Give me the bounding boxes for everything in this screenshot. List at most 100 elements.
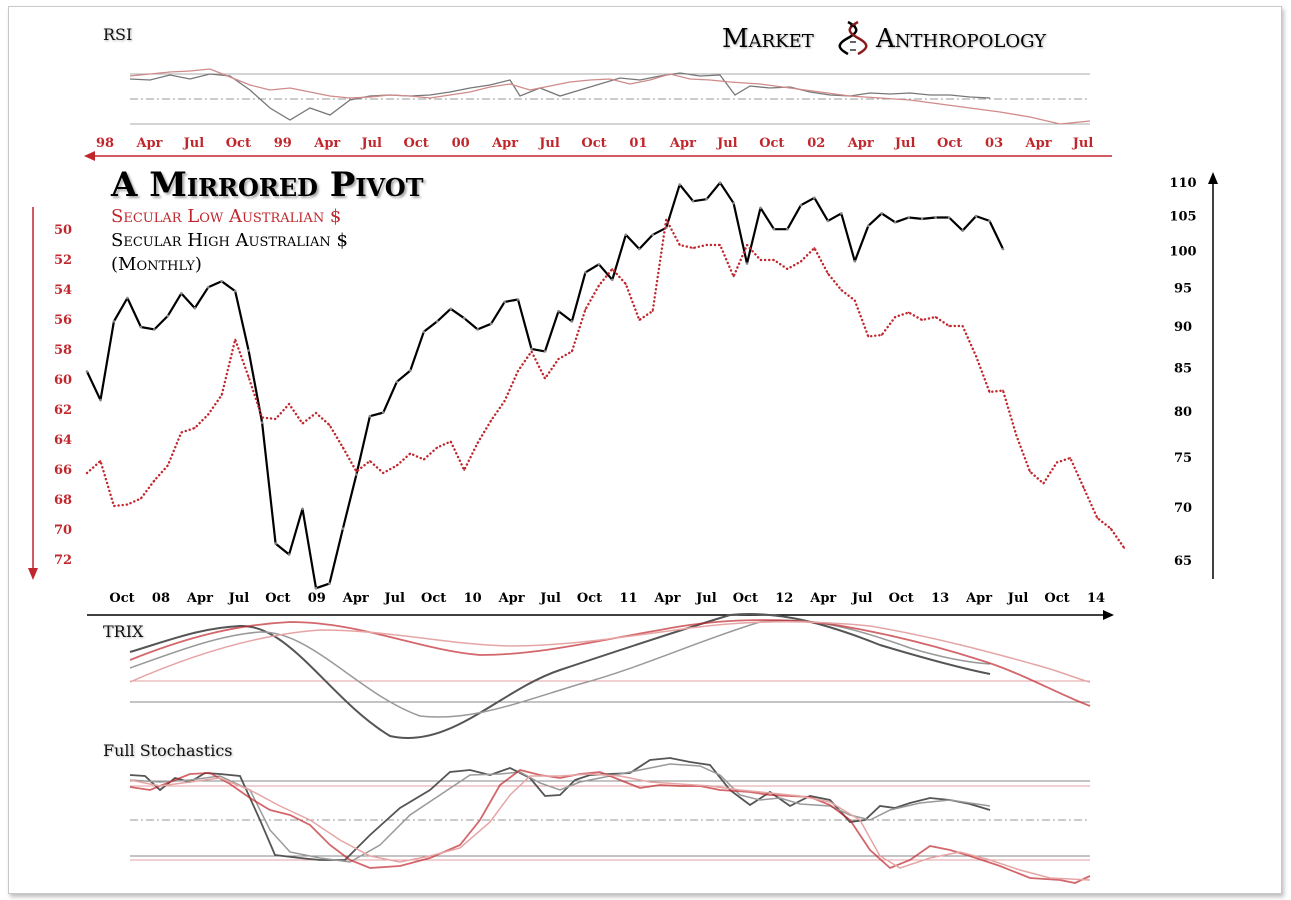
- series-point: [476, 442, 479, 444]
- right-value-axis: 110 105 100 95 90 85 80 75 70 65: [1169, 172, 1218, 579]
- series-point: [894, 316, 897, 318]
- stochastics-label: Full Stochastics: [103, 741, 232, 760]
- right-arrow-icon: [1103, 610, 1114, 620]
- left-value-axis: 50 52 54 56 58 60 62 64 66 68 70 72: [28, 207, 72, 580]
- series-point: [153, 479, 156, 482]
- series-point: [463, 469, 466, 471]
- series-point: [975, 355, 977, 357]
- series-point: [1123, 547, 1126, 549]
- series-point: [422, 458, 425, 461]
- series-point: [355, 473, 358, 476]
- top-axis-tick-label: Apr: [1025, 136, 1052, 151]
- series-point: [315, 412, 317, 414]
- left-axis-tick-label: 64: [54, 433, 72, 448]
- bottom-axis-tick-label: Oct: [577, 591, 602, 606]
- series-point: [786, 268, 789, 270]
- series-point: [409, 452, 412, 455]
- series-point: [193, 306, 197, 310]
- series-point: [920, 217, 924, 221]
- bottom-axis-tick-label: 10: [464, 591, 482, 606]
- series-point: [557, 309, 560, 313]
- trix-panel: TRIX: [103, 613, 1091, 739]
- series-point: [571, 350, 573, 353]
- right-axis-tick-label: 105: [1169, 209, 1196, 224]
- series-point: [988, 219, 991, 223]
- series-point: [342, 446, 344, 449]
- series-point: [813, 196, 816, 200]
- top-axis-tick-label: 03: [985, 136, 1003, 151]
- dna-helix-icon: [838, 20, 868, 56]
- series-point: [274, 542, 277, 545]
- left-axis-tick-label: 62: [54, 403, 72, 418]
- series-point: [651, 233, 654, 237]
- series-point: [543, 350, 547, 353]
- right-axis-tick-label: 100: [1169, 244, 1196, 259]
- left-axis-tick-label: 70: [54, 523, 72, 538]
- brand-text-left: Market: [722, 24, 814, 54]
- top-axis-tick-label: Jul: [894, 136, 916, 151]
- left-axis-tick-label: 58: [54, 343, 72, 358]
- series-point: [597, 263, 601, 266]
- series-point: [732, 201, 735, 205]
- series-point: [382, 472, 385, 474]
- top-axis-tick-label: 98: [96, 136, 114, 151]
- series-point: [1082, 487, 1085, 489]
- series-point: [678, 244, 681, 246]
- series-point: [638, 319, 641, 321]
- series-point: [206, 286, 210, 289]
- bottom-axis-tick-label: Oct: [889, 591, 914, 606]
- series-point: [490, 419, 492, 422]
- series-point: [1042, 482, 1045, 485]
- series-point: [85, 370, 89, 373]
- series-point: [1002, 389, 1004, 392]
- main-plot-area: [85, 181, 1126, 590]
- series-point: [355, 470, 358, 473]
- series-point: [800, 260, 802, 263]
- top-axis-tick-label: Jul: [538, 136, 560, 151]
- series-point: [503, 300, 506, 304]
- series-point: [988, 391, 991, 393]
- top-axis-tick-label: Apr: [847, 136, 874, 151]
- series-point: [840, 212, 843, 215]
- series-point: [274, 418, 277, 420]
- series-point: [260, 421, 264, 424]
- series-point: [328, 424, 331, 426]
- series-point: [395, 464, 398, 467]
- series-point: [503, 400, 506, 402]
- trix-grey-line: [129, 619, 991, 718]
- bottom-axis-tick-label: 09: [308, 591, 326, 606]
- top-axis-tick-label: 01: [629, 136, 647, 151]
- series-point: [489, 322, 493, 326]
- series-point: [584, 308, 587, 311]
- secular-low-aud-line: [85, 218, 1126, 550]
- series-point: [166, 314, 170, 318]
- series-point: [759, 259, 762, 261]
- series-point: [880, 212, 883, 215]
- bottom-axis-tick-label: Jul: [851, 591, 873, 606]
- series-point: [638, 247, 641, 251]
- right-axis-tick-label: 90: [1174, 320, 1192, 335]
- series-point: [598, 284, 600, 287]
- chart-title: A Mirrored Pivot: [110, 165, 424, 205]
- chart-frame: [8, 6, 1282, 894]
- series-point: [341, 527, 345, 530]
- series-point: [99, 398, 102, 402]
- stochastics-panel: Full Stochastics: [103, 741, 1091, 884]
- series-point: [126, 503, 129, 506]
- top-axis-tick-label: Jul: [716, 136, 738, 151]
- series-point: [773, 259, 775, 261]
- series-point: [557, 358, 560, 360]
- series-point: [476, 328, 479, 331]
- left-arrow-icon: [84, 151, 95, 161]
- series-point: [113, 505, 115, 507]
- series-point: [301, 422, 304, 425]
- trix-black-line: [129, 613, 991, 739]
- series-point: [853, 299, 856, 302]
- trix-pink-line: [129, 620, 1091, 683]
- series-point: [570, 320, 574, 323]
- series-point: [261, 416, 263, 419]
- bottom-axis-tick-label: 13: [931, 591, 949, 606]
- series-point: [328, 582, 331, 585]
- series-point: [921, 319, 923, 321]
- series-point: [705, 197, 708, 201]
